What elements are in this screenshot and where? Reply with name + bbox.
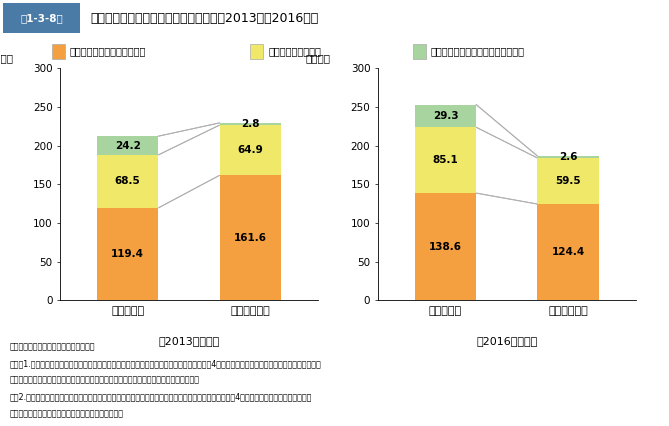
Text: いる者のうち、季節労働者を除いた者である。: いる者のうち、季節労働者を除いた者である。 — [10, 409, 124, 418]
Bar — [537, 158, 599, 204]
Bar — [537, 156, 599, 158]
Text: 【2016年平均】: 【2016年平均】 — [476, 336, 537, 346]
Text: 68.5: 68.5 — [115, 176, 140, 187]
Text: 2.6: 2.6 — [559, 152, 577, 162]
Text: 常用的パートタイム: 常用的パートタイム — [268, 46, 321, 56]
Bar — [219, 123, 281, 125]
Text: 常用（パートタイムを除く）: 常用（パートタイムを除く） — [70, 46, 146, 56]
Text: （万人）: （万人） — [306, 54, 331, 63]
Bar — [52, 44, 65, 59]
Bar — [413, 44, 426, 59]
Text: 雇用形態別有効求人数と有効求職者数（2013年～2016年）: 雇用形態別有効求人数と有効求職者数（2013年～2016年） — [90, 12, 318, 25]
Bar — [97, 155, 159, 208]
Text: 【2013年平均】: 【2013年平均】 — [159, 336, 219, 346]
Bar — [537, 204, 599, 300]
Bar — [250, 44, 264, 59]
Text: 2.「常用的パートタイム」とは、パートタイムのうち、雇用契約において雇用期間の定めがないか、4か月以上の雇用期間が定められて: 2.「常用的パートタイム」とは、パートタイムのうち、雇用契約において雇用期間の定… — [10, 392, 312, 401]
Text: 64.9: 64.9 — [237, 145, 263, 155]
Bar — [97, 136, 159, 155]
Bar — [97, 208, 159, 300]
Text: 第1-3-8図: 第1-3-8図 — [20, 13, 63, 23]
Text: 124.4: 124.4 — [551, 247, 585, 257]
Bar — [219, 125, 281, 175]
Bar — [415, 193, 476, 300]
Text: 2.8: 2.8 — [241, 119, 260, 129]
Text: 資料：厚生労働省「一般職業紹介状況」: 資料：厚生労働省「一般職業紹介状況」 — [10, 343, 96, 351]
Text: パートタイム・季節労働者を除いた者であり、正社員・正職員の定義とは異なる。: パートタイム・季節労働者を除いた者であり、正社員・正職員の定義とは異なる。 — [10, 376, 200, 385]
Bar — [415, 104, 476, 127]
Text: 85.1: 85.1 — [433, 155, 458, 165]
Bar — [415, 127, 476, 193]
Text: 161.6: 161.6 — [234, 233, 267, 243]
Text: （万人）: （万人） — [0, 54, 13, 63]
Text: 138.6: 138.6 — [429, 242, 462, 252]
Text: 119.4: 119.4 — [111, 249, 144, 259]
Text: 24.2: 24.2 — [114, 141, 140, 150]
FancyBboxPatch shape — [3, 3, 80, 33]
Text: 59.5: 59.5 — [555, 176, 581, 186]
Text: 臨時・季節（パートタイムを含む）: 臨時・季節（パートタイムを含む） — [431, 46, 525, 56]
Text: （注）1.「常用（パートタイムを除く）」とは、雇用契約において雇用期間の定めがないか、4か月以上の雇用期間が定められている者のうち、: （注）1.「常用（パートタイムを除く）」とは、雇用契約において雇用期間の定めがな… — [10, 359, 322, 368]
Text: 29.3: 29.3 — [433, 111, 458, 121]
Bar — [219, 175, 281, 300]
